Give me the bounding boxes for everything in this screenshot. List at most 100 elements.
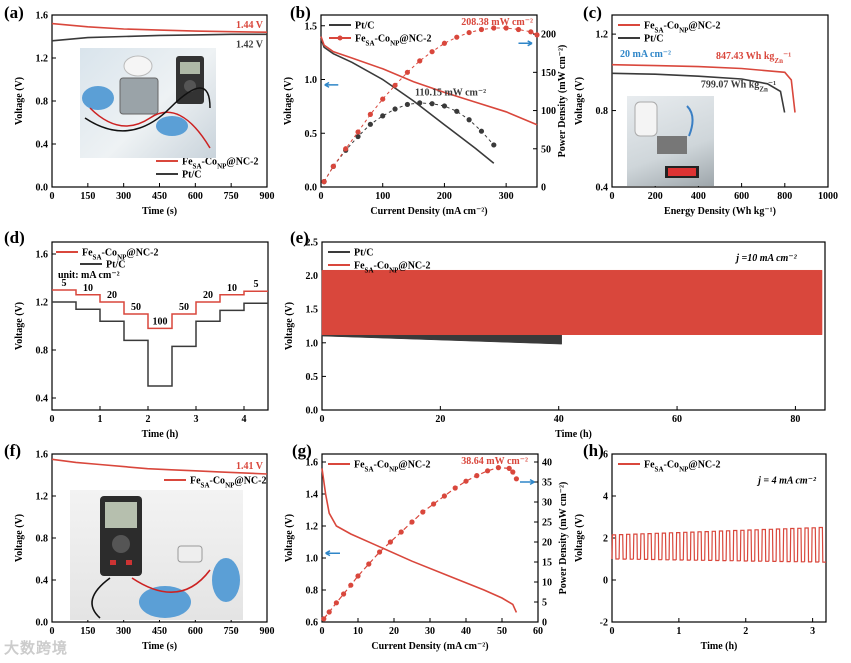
y2-axis-label-g: Power Density (mW cm⁻²) — [558, 482, 569, 595]
y-tick-label-e-0: 0.0 — [306, 406, 319, 417]
y2-tick-label-g-8: 40 — [542, 458, 552, 469]
series-dot-g-1-9 — [398, 529, 404, 535]
y2-tick-label-g-4: 20 — [542, 538, 552, 549]
y-axis-label-b: Voltage (V) — [283, 77, 294, 125]
series-line-h-0 — [611, 526, 826, 563]
y2-tick-label-g-1: 5 — [542, 598, 547, 609]
series-dot-g-1-10 — [409, 519, 415, 525]
x-tick-label-a-4: 600 — [188, 191, 203, 202]
y-tick-label-a-2: 0.8 — [36, 97, 49, 108]
x-tick-label-d-1: 1 — [98, 414, 103, 425]
step-label-d-2: 20 — [107, 290, 117, 301]
x-tick-label-g-1: 10 — [353, 626, 363, 637]
bottle-a — [123, 55, 153, 77]
series-dot-g-1-8 — [387, 539, 393, 545]
y-tick-label-h-3: 4 — [603, 492, 608, 503]
x-tick-label-c-2: 400 — [691, 191, 706, 202]
x-tick-label-h-2: 2 — [743, 626, 748, 637]
x-tick-label-e-4: 80 — [790, 414, 800, 425]
battery-c — [657, 136, 687, 154]
y-tick-label-e-5: 2.5 — [306, 238, 319, 249]
series-dot-g-1-19 — [506, 465, 512, 471]
series-line-b-1 — [320, 36, 538, 126]
y2-tick-label-g-7: 35 — [542, 478, 552, 489]
y-tick-label-g-3: 1.2 — [306, 522, 319, 533]
y2-tick-label-g-2: 10 — [542, 578, 552, 589]
y-tick-label-g-1: 0.8 — [306, 586, 319, 597]
legend-d-0-text: FeSA-CoNP@NC-2 — [82, 248, 158, 262]
glove-a-left — [82, 86, 114, 110]
y-tick-label-h-0: -2 — [600, 618, 608, 629]
series-dot-g-1-16 — [474, 473, 480, 479]
panel-label-a: (a) — [4, 3, 24, 22]
legend-c-1-text: Pt/C — [644, 34, 663, 45]
x-axis-label-f: Time (s) — [142, 641, 177, 652]
battery-a — [119, 77, 159, 115]
glove-a-right — [156, 116, 188, 136]
y2-tick-label-b-1: 50 — [541, 144, 551, 155]
series-line-c-0 — [611, 63, 796, 113]
series-band-e-1 — [321, 269, 823, 335]
y-tick-label-h-4: 6 — [603, 450, 608, 461]
series-line-f-0 — [51, 458, 268, 475]
series-dot-g-1-13 — [441, 493, 447, 499]
x-tick-label-f-6: 900 — [260, 626, 275, 637]
photo-c — [627, 96, 714, 186]
battery-f — [177, 545, 203, 563]
x-tick-label-c-3: 600 — [734, 191, 749, 202]
arrow-b-right — [518, 40, 533, 47]
series-line-g-1 — [323, 466, 517, 620]
step-label-d-7: 10 — [227, 283, 237, 294]
y2-tick-label-b-2: 100 — [541, 106, 556, 117]
series-dot-g-1-18 — [495, 465, 501, 471]
x-tick-label-f-4: 600 — [188, 626, 203, 637]
arrow-b-left — [324, 81, 339, 88]
x-tick-label-c-4: 800 — [777, 191, 792, 202]
series-dot-b-3-17 — [528, 29, 534, 35]
arrow-g-right — [520, 478, 535, 486]
step-label-d-4: 100 — [153, 316, 168, 327]
y-tick-label-d-3: 1.6 — [36, 250, 49, 261]
x-axis-label-e: Time (h) — [555, 429, 592, 440]
y-tick-label-b-2: 1.0 — [305, 75, 318, 86]
x-tick-label-e-0: 0 — [320, 414, 325, 425]
annotation-b-0: 208.38 mW cm⁻² — [461, 17, 533, 28]
y-tick-label-e-3: 1.5 — [306, 305, 319, 316]
y-tick-label-f-3: 1.2 — [36, 492, 49, 503]
series-dot-g-1-21 — [513, 476, 520, 482]
annotation-c-2: 799.07 Wh kgZn⁻¹ — [701, 80, 776, 94]
annotation-c-0: 20 mA cm⁻² — [620, 49, 671, 60]
x-tick-label-b-3: 300 — [499, 191, 514, 202]
x-axis-label-a: Time (s) — [142, 206, 177, 217]
series-dot-g-1-4 — [348, 582, 354, 588]
wire-f-black — [91, 577, 111, 619]
y-tick-label-e-2: 1.0 — [306, 338, 319, 349]
annotation-b-1: 110.15 mW cm⁻² — [415, 87, 486, 98]
step-label-d-1: 10 — [83, 283, 93, 294]
y-axis-label-h: Voltage (V) — [574, 514, 585, 562]
photo-a-illustration — [82, 55, 211, 149]
y2-tick-label-b-3: 150 — [541, 68, 556, 79]
x-tick-label-d-4: 4 — [242, 414, 247, 425]
plot-frame-b — [320, 14, 538, 188]
step-label-d-5: 50 — [179, 302, 189, 313]
series-line-d-0 — [52, 289, 268, 330]
series-line-b-2 — [323, 102, 495, 182]
legend-a-1-text: Pt/C — [182, 170, 201, 181]
series-dot-g-1-20 — [510, 469, 516, 475]
x-axis-label-d: Time (h) — [142, 429, 179, 440]
series-dot-g-1-17 — [485, 468, 491, 474]
annotation-a-1: 1.42 V — [236, 39, 264, 50]
panel-label-f: (f) — [4, 441, 21, 460]
legend-e-0-text: Pt/C — [354, 248, 373, 259]
x-axis-label-b: Current Density (mA cm⁻²) — [370, 206, 487, 217]
wire-f-red — [131, 569, 211, 593]
multimeter-a-dial — [184, 80, 196, 92]
y-tick-label-e-1: 0.5 — [306, 372, 319, 383]
series-line-a-1 — [51, 33, 267, 42]
y-tick-label-g-5: 1.6 — [306, 458, 319, 469]
x-tick-label-f-3: 450 — [152, 626, 167, 637]
legend-b-1-text: FeSA-CoNP@NC-2 — [355, 34, 431, 48]
series-dot-g-1-5 — [355, 573, 361, 579]
